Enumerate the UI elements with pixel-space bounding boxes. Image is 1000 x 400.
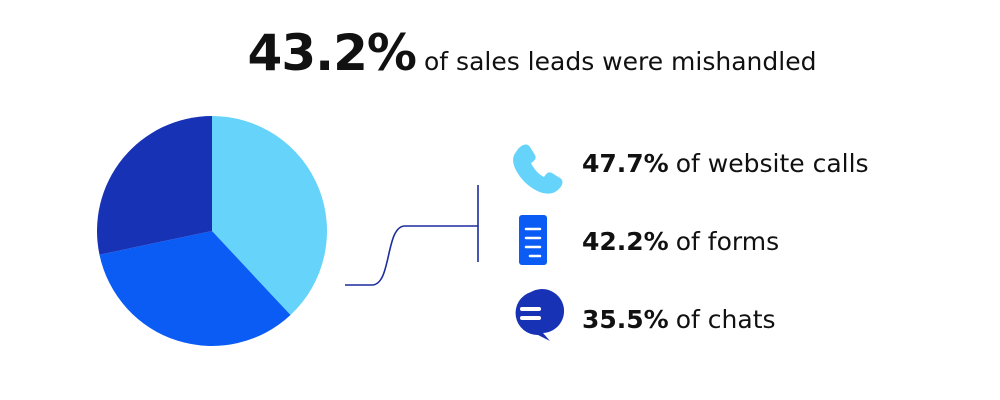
form-icon [519, 215, 547, 265]
connector [345, 185, 479, 286]
legend-entry: 42.2% of forms [582, 227, 779, 256]
pie-slice [96, 116, 212, 255]
chat-icon [515, 289, 565, 341]
pie-slice [212, 116, 327, 316]
legend-label: of website calls [676, 149, 869, 178]
legend-entry: 35.5% of chats [582, 305, 776, 334]
legend-entry: 47.7% of website calls [582, 149, 869, 178]
legend-value: 47.7% [582, 149, 669, 178]
headline-text: of sales leads were mishandled [424, 47, 816, 76]
pie-slice [99, 231, 291, 346]
headline: 43.2% of sales leads were mishandled [248, 24, 817, 82]
legend-label: of forms [676, 227, 779, 256]
headline-value: 43.2% [248, 24, 416, 82]
legend-value: 42.2% [582, 227, 669, 256]
pie [96, 116, 327, 346]
form-lines [524, 227, 542, 258]
chat-lines [520, 307, 541, 320]
legend-value: 35.5% [582, 305, 669, 334]
icons [513, 144, 565, 341]
legend-label: of chats [676, 305, 776, 334]
phone-icon [513, 144, 563, 194]
